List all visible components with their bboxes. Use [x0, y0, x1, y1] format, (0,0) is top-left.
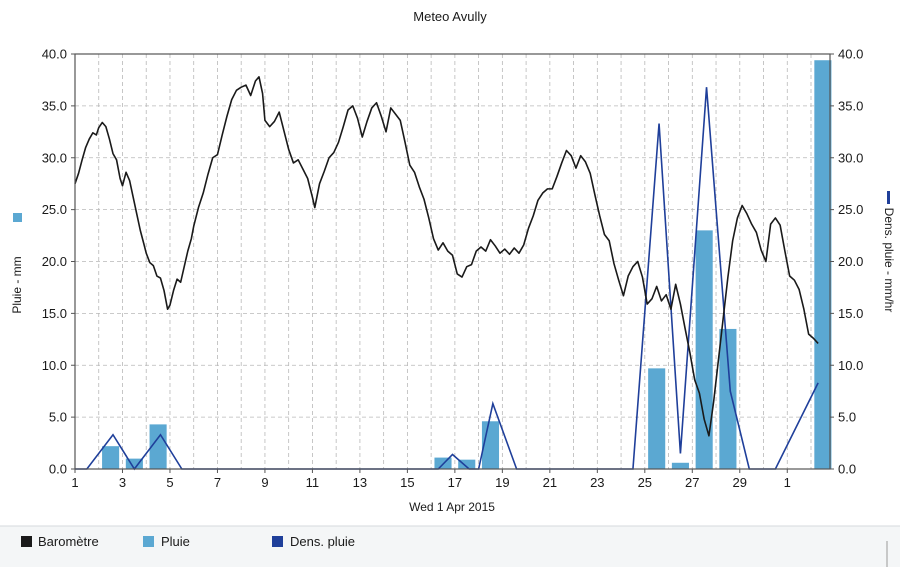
grid — [75, 54, 830, 469]
y-tick-label-right: 5.0 — [838, 410, 856, 425]
y-tick-label-left: 10.0 — [42, 358, 67, 373]
x-axis-label: Wed 1 Apr 2015 — [409, 500, 495, 514]
pluie-bar — [458, 459, 476, 469]
x-tick-label: 9 — [261, 475, 268, 490]
x-tick-label: 1 — [71, 475, 78, 490]
x-tick-label: 1 — [784, 475, 791, 490]
y-tick-label-right: 10.0 — [838, 358, 863, 373]
right-axis-label: Dens. pluie - mm/hr — [882, 208, 896, 313]
y-tick-label-left: 40.0 — [42, 47, 67, 62]
y-tick-label-left: 20.0 — [42, 254, 67, 269]
legend-swatch-dens-pluie — [272, 536, 283, 547]
x-tick-label: 21 — [543, 475, 557, 490]
legend-swatch-pluie — [143, 536, 154, 547]
pluie-bar — [814, 60, 832, 469]
x-tick-label: 17 — [448, 475, 462, 490]
x-tick-label: 3 — [119, 475, 126, 490]
pluie-bar — [102, 446, 120, 469]
y-tick-label-left: 5.0 — [49, 410, 67, 425]
y-tick-label-right: 35.0 — [838, 98, 863, 113]
pluie-bar — [125, 458, 143, 469]
pluie-bar — [149, 424, 167, 469]
pluie-bar — [671, 462, 689, 469]
x-tick-label: 15 — [400, 475, 414, 490]
left-axis-ticks: 0.0 5.0 10.0 15.0 20.0 25.0 30.0 35.0 40.0 — [42, 47, 75, 477]
legend-item-dens-pluie[interactable]: Dens. pluie — [272, 534, 355, 549]
x-tick-label: 29 — [733, 475, 747, 490]
y-tick-label-left: 30.0 — [42, 150, 67, 165]
legend-item-barometre[interactable]: Baromètre — [21, 534, 99, 549]
pluie-bar — [695, 230, 713, 469]
y-tick-label-left: 35.0 — [42, 98, 67, 113]
chart-title: Meteo Avully — [413, 9, 487, 24]
y-tick-label-right: 25.0 — [838, 202, 863, 217]
x-tick-label: 13 — [353, 475, 367, 490]
left-axis-label: Pluie - mm — [10, 256, 24, 313]
legend-label-dens-pluie: Dens. pluie — [290, 534, 355, 549]
x-axis-ticks: 1 3 5 7 9 11 13 15 17 19 21 23 25 27 29 1 — [71, 469, 791, 490]
right-axis-color-swatch — [887, 191, 890, 204]
x-tick-label: 27 — [685, 475, 699, 490]
y-tick-label-right: 15.0 — [838, 306, 863, 321]
pluie-bars — [102, 60, 832, 469]
y-tick-label-right: 20.0 — [838, 254, 863, 269]
legend-swatch-barometre — [21, 536, 32, 547]
pluie-bar — [648, 368, 666, 469]
y-tick-label-right: 30.0 — [838, 150, 863, 165]
pluie-bar — [719, 328, 737, 469]
legend-label-barometre: Baromètre — [38, 534, 99, 549]
x-tick-label: 5 — [166, 475, 173, 490]
x-tick-label: 11 — [306, 475, 320, 490]
right-axis-ticks: 0.0 5.0 10.0 15.0 20.0 25.0 30.0 35.0 40.0 — [830, 47, 863, 477]
y-tick-label-right: 40.0 — [838, 47, 863, 62]
y-tick-label-left: 15.0 — [42, 306, 67, 321]
y-tick-label-right: 0.0 — [838, 462, 856, 477]
x-tick-label: 23 — [590, 475, 604, 490]
barometre-line — [74, 76, 819, 437]
left-axis-color-swatch — [13, 213, 22, 222]
x-tick-label: 19 — [495, 475, 509, 490]
legend-area — [0, 526, 900, 567]
y-tick-label-left: 0.0 — [49, 462, 67, 477]
y-tick-label-left: 25.0 — [42, 202, 67, 217]
legend-item-pluie[interactable]: Pluie — [143, 534, 190, 549]
x-tick-label: 7 — [214, 475, 221, 490]
legend-label-pluie: Pluie — [161, 534, 190, 549]
x-tick-label: 25 — [638, 475, 652, 490]
